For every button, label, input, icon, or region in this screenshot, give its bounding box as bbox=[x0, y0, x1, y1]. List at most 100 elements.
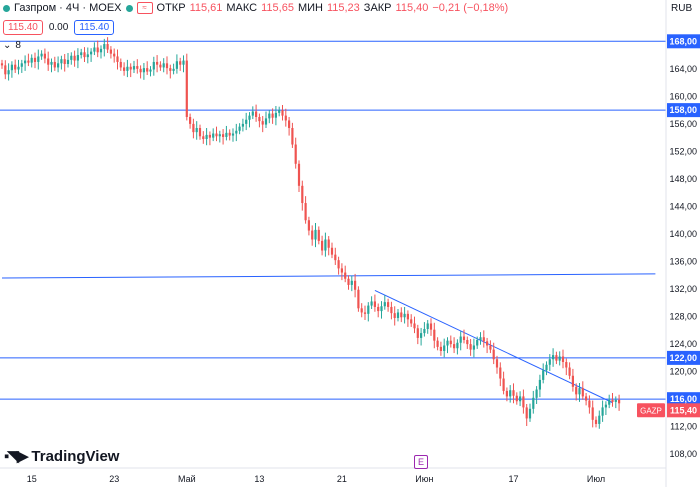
candle-body bbox=[363, 312, 367, 314]
level-price-tag-label: 158,00 bbox=[669, 105, 697, 115]
candle-body bbox=[165, 63, 169, 69]
candle-body bbox=[96, 47, 99, 53]
indicators-toggle[interactable]: ⌄ 8 bbox=[3, 40, 21, 51]
candle-body bbox=[495, 359, 499, 368]
candle-body bbox=[10, 64, 13, 71]
candle-body bbox=[27, 60, 30, 63]
candle-body bbox=[80, 52, 83, 56]
trade-panel: 115.40 0.00 115.40 bbox=[3, 20, 115, 35]
price-tick-label: 144,00 bbox=[669, 201, 697, 211]
candle-body bbox=[604, 404, 607, 408]
candle-body bbox=[558, 356, 561, 361]
tradingview-logo[interactable]: ▪◥▶ TradingView bbox=[4, 447, 119, 466]
candle-body bbox=[159, 64, 162, 68]
candle-body bbox=[519, 396, 522, 402]
candle-body bbox=[297, 163, 301, 186]
candle-body bbox=[258, 117, 261, 122]
time-tick-label: Май bbox=[178, 474, 196, 484]
candle-body bbox=[0, 63, 4, 66]
candle-body bbox=[456, 342, 459, 349]
level-price-tag-label: 116,00 bbox=[670, 394, 697, 404]
time-tick-label: 13 bbox=[254, 474, 264, 484]
buy-button[interactable]: 115.40 bbox=[74, 20, 115, 35]
candle-body bbox=[70, 55, 73, 60]
candle-body bbox=[387, 302, 390, 307]
candle-body bbox=[552, 355, 555, 360]
candle-body bbox=[205, 134, 208, 140]
candle-body bbox=[40, 53, 43, 57]
time-tick-label: 21 bbox=[337, 474, 347, 484]
candle-body bbox=[33, 57, 37, 62]
candle-body bbox=[126, 66, 129, 71]
candle-body bbox=[400, 312, 403, 318]
candle-body bbox=[116, 56, 119, 62]
candle-body bbox=[146, 68, 149, 72]
change-value: −0,21 (−0,18%) bbox=[432, 2, 509, 14]
currency-label[interactable]: RUB bbox=[671, 3, 693, 14]
candle-body bbox=[189, 117, 192, 124]
price-tick-label: 148,00 bbox=[669, 174, 697, 184]
candle-body bbox=[53, 61, 56, 68]
market-status-dot bbox=[3, 4, 10, 12]
chevron-down-icon: ⌄ bbox=[3, 40, 12, 51]
candle-body bbox=[413, 323, 416, 329]
candle-body bbox=[251, 111, 254, 116]
candle-body bbox=[152, 61, 155, 70]
candle-body bbox=[14, 64, 17, 70]
price-tick-label: 124,00 bbox=[669, 339, 697, 349]
candle-body bbox=[489, 345, 492, 350]
candle-body bbox=[288, 120, 291, 129]
candle-body bbox=[354, 280, 357, 290]
candle-body bbox=[169, 68, 172, 71]
candle-body bbox=[149, 69, 152, 72]
candle-body bbox=[538, 379, 541, 390]
candle-body bbox=[156, 61, 159, 65]
candle-body bbox=[225, 132, 228, 137]
candle-body bbox=[327, 239, 330, 248]
candle-body bbox=[281, 110, 284, 116]
candle-body bbox=[462, 336, 466, 340]
candle-body bbox=[367, 305, 370, 314]
candle-body bbox=[443, 345, 446, 351]
candle-body bbox=[370, 301, 373, 306]
candle-body bbox=[30, 57, 33, 63]
tv-logo-icon: ▪◥▶ bbox=[4, 448, 28, 465]
candle-body bbox=[175, 61, 178, 69]
candle-body bbox=[172, 68, 175, 71]
candle-body bbox=[499, 367, 502, 379]
candle-body bbox=[301, 185, 304, 204]
symbol-header[interactable]: Газпром · 4Ч · MOEX ≈ ОТКР 115,61 МАКС 115… bbox=[3, 2, 508, 14]
candle-body bbox=[228, 132, 231, 136]
close-value: 115,40 bbox=[395, 2, 429, 14]
price-tick-label: 120,00 bbox=[669, 367, 697, 377]
candle-body bbox=[515, 395, 518, 402]
candle-body bbox=[525, 407, 528, 419]
candle-body bbox=[548, 359, 551, 365]
high-value: 115,65 bbox=[261, 2, 294, 14]
level-price-tag bbox=[667, 34, 700, 49]
level-price-tag-label: 168,00 bbox=[669, 36, 697, 46]
trend-lines bbox=[1, 273, 656, 404]
candle-body bbox=[90, 51, 93, 55]
candle-body bbox=[278, 110, 281, 113]
candle-body bbox=[585, 396, 588, 401]
symbol-tag-label: GAZP bbox=[640, 406, 662, 415]
candle-body bbox=[245, 119, 248, 124]
symbol-title[interactable]: Газпром · 4Ч · MOEX bbox=[14, 2, 122, 14]
price-tick-label: 140,00 bbox=[669, 229, 697, 239]
candle-body bbox=[129, 66, 132, 70]
candle-body bbox=[535, 389, 538, 398]
open-label: ОТКР bbox=[156, 2, 186, 14]
candle-body bbox=[123, 67, 126, 71]
earnings-badge[interactable]: E bbox=[414, 455, 428, 469]
candle-body bbox=[182, 60, 185, 65]
candle-body bbox=[608, 399, 611, 405]
candle-body bbox=[423, 328, 426, 334]
candle-body bbox=[222, 134, 225, 137]
candle-body bbox=[93, 47, 96, 52]
sell-button[interactable]: 115.40 bbox=[3, 20, 43, 35]
candle-body bbox=[63, 59, 66, 65]
trend-line bbox=[1, 273, 656, 279]
candle-body bbox=[380, 306, 383, 312]
